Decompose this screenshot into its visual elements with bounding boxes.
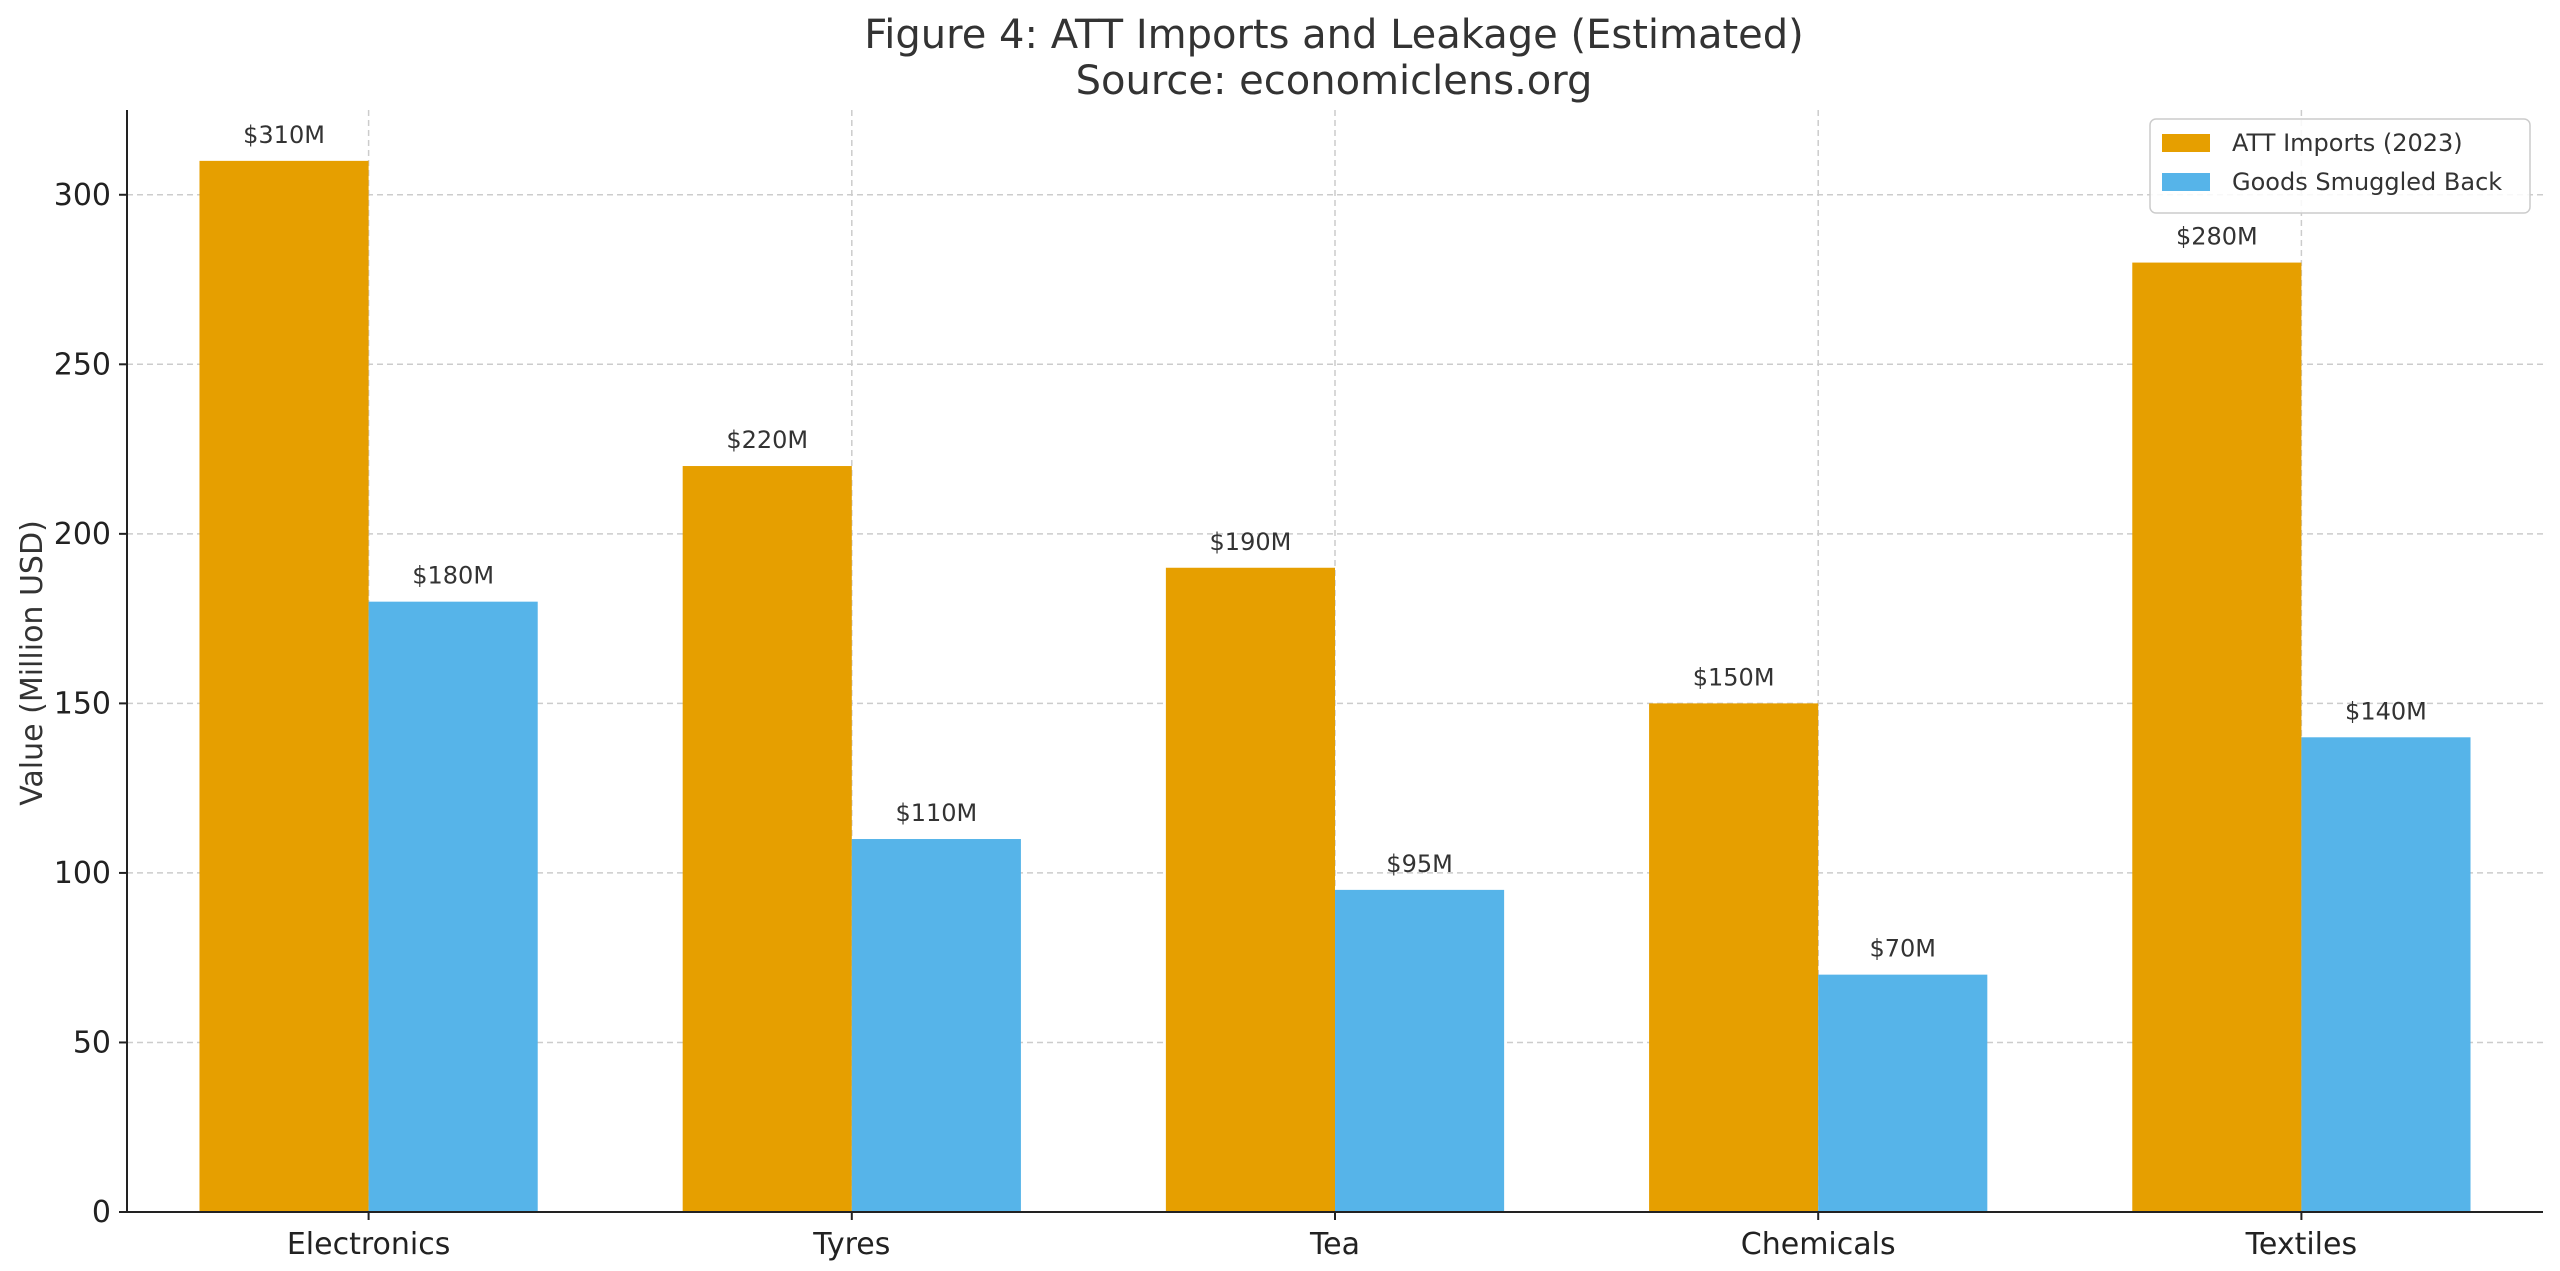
- x-tick-label: Tyres: [812, 1227, 890, 1262]
- data-label: $280M: [2176, 223, 2258, 251]
- bar-electronics-series-1: [199, 160, 369, 1212]
- chart-title: Figure 4: ATT Imports and Leakage (Estim…: [864, 12, 1804, 58]
- axes: 0 50 100 150 200 250 300 Electronics Tyres Tea Che…: [54, 110, 2543, 1262]
- y-axis-label: Value (Million USD): [15, 520, 50, 806]
- data-label: $220M: [726, 426, 808, 454]
- bar-textiles-series-1: [2132, 262, 2302, 1213]
- bar-tyres-series-2: [851, 839, 1021, 1212]
- y-tick-label: 200: [54, 517, 111, 552]
- x-tick-label: Textiles: [2245, 1227, 2357, 1262]
- data-label: $95M: [1386, 850, 1453, 878]
- y-tick-label: 150: [54, 686, 111, 721]
- legend-label: ATT Imports (2023): [2232, 129, 2463, 157]
- legend-swatch: [2162, 134, 2210, 152]
- x-tick-label: Electronics: [287, 1227, 451, 1262]
- data-label: $180M: [412, 562, 494, 590]
- y-tick-label: 300: [54, 178, 111, 213]
- bar-textiles-series-2: [2301, 737, 2471, 1212]
- legend-box: [2149, 118, 2531, 214]
- legend: ATT Imports (2023) Goods Smuggled Back: [2149, 118, 2531, 214]
- y-tick-label: 100: [54, 856, 111, 891]
- bar-chemicals-series-2: [1818, 974, 1988, 1212]
- bar-chemicals-series-1: [1649, 703, 1819, 1212]
- y-tick-label: 0: [92, 1195, 111, 1230]
- x-tick-label: Chemicals: [1741, 1227, 1896, 1262]
- x-tick-label: Tea: [1309, 1227, 1360, 1262]
- y-tick-label: 250: [54, 347, 111, 382]
- legend-swatch: [2162, 173, 2210, 191]
- data-label: $310M: [243, 121, 325, 149]
- y-tick-label: 50: [73, 1025, 111, 1060]
- legend-label: Goods Smuggled Back: [2232, 168, 2502, 196]
- data-label: $70M: [1870, 935, 1937, 963]
- bars: [199, 160, 2471, 1213]
- bar-tea-series-1: [1165, 567, 1335, 1212]
- bar-electronics-series-2: [368, 601, 538, 1212]
- chart-subtitle: Source: economiclens.org: [1076, 58, 1593, 104]
- data-label: $150M: [1693, 663, 1775, 691]
- data-label: $140M: [2345, 697, 2427, 725]
- data-label: $110M: [895, 799, 977, 827]
- data-labels: $310M $220M $190M $150M $280M $180M $110M $95M $…: [243, 121, 2427, 963]
- bar-tea-series-2: [1335, 889, 1505, 1212]
- data-label: $190M: [1210, 528, 1292, 556]
- bar-tyres-series-1: [682, 466, 852, 1212]
